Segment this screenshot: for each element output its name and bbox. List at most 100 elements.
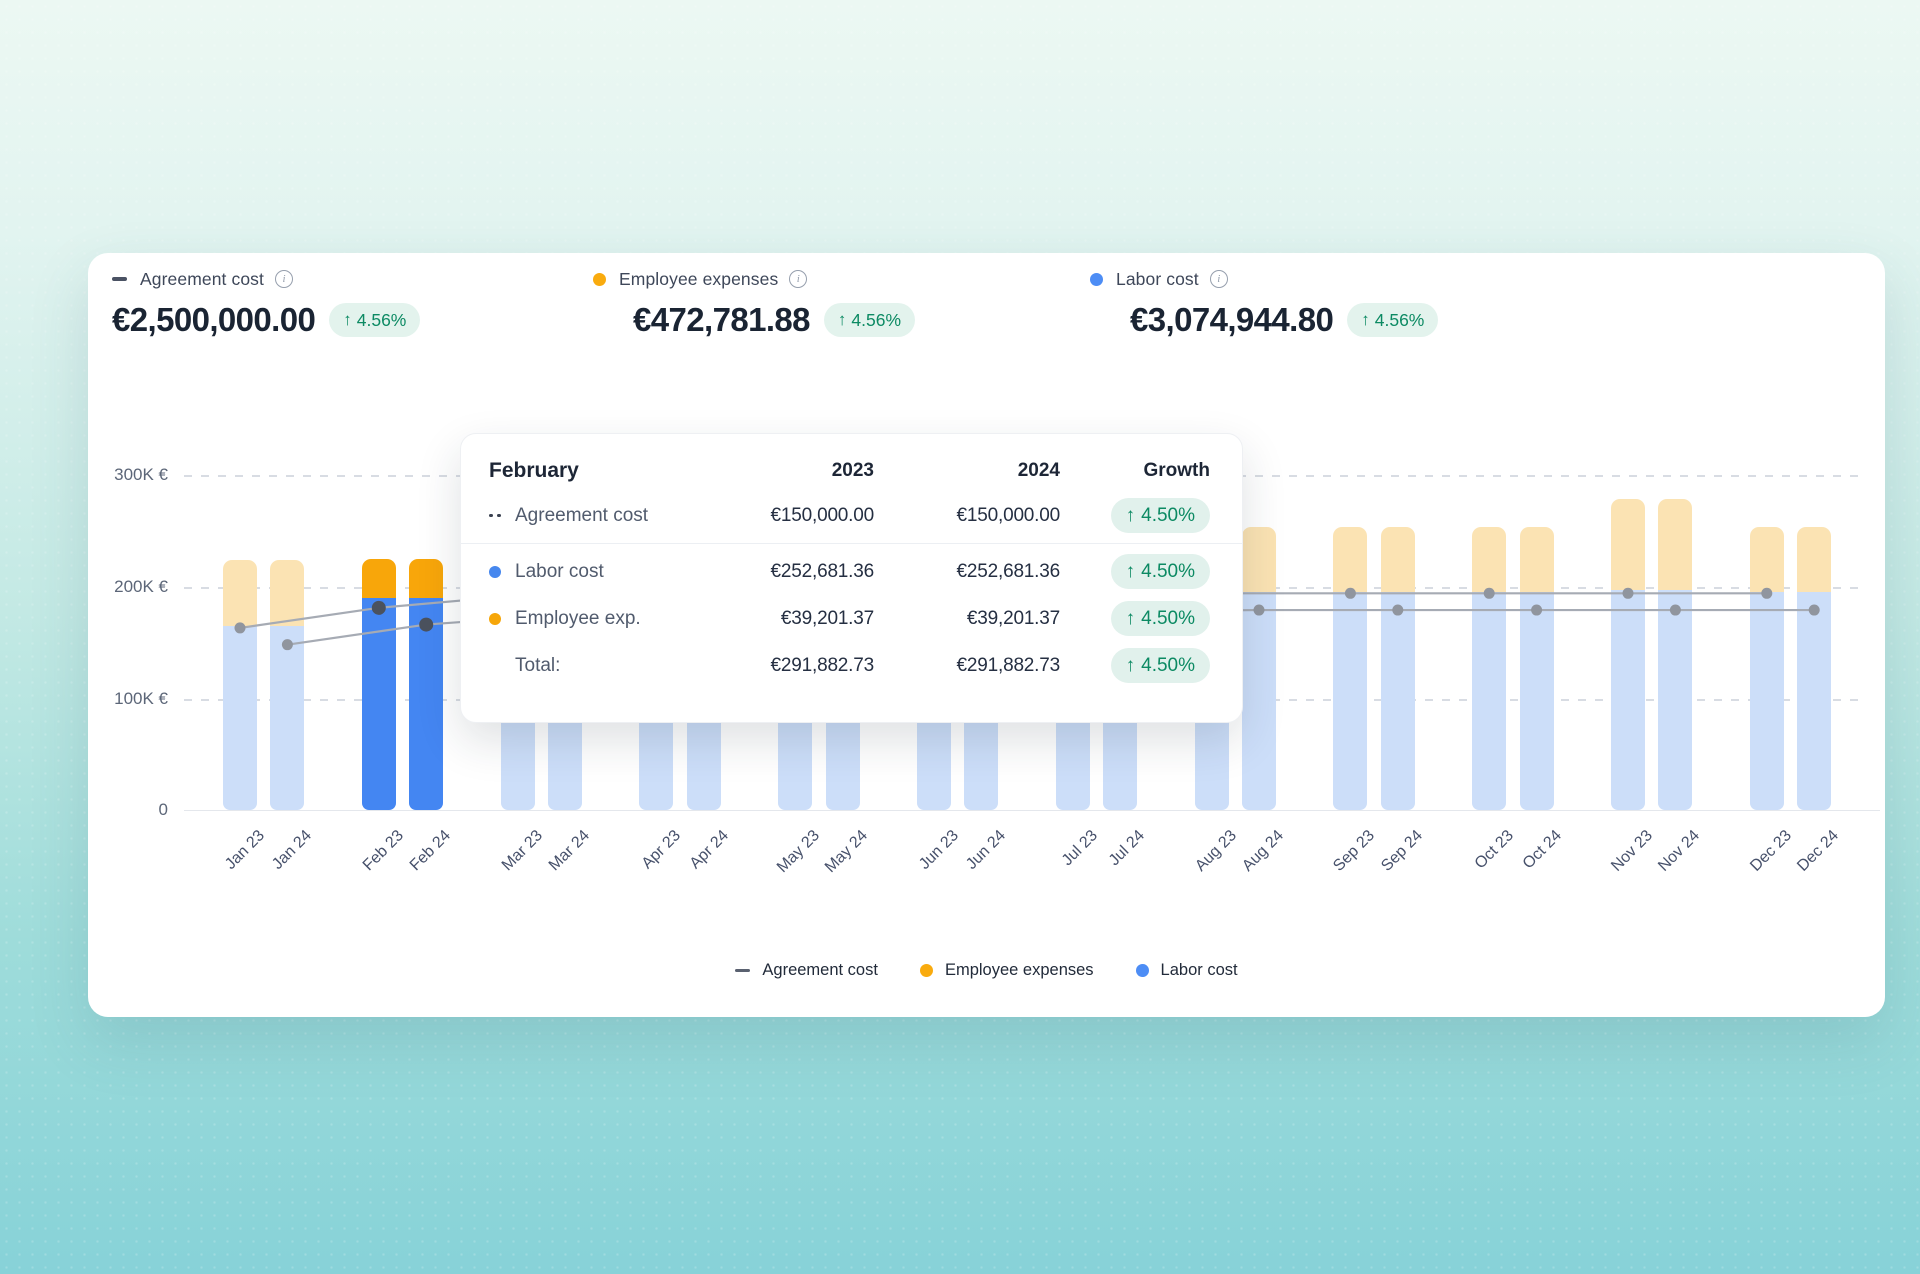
tooltip-row-total: Total: €291,882.73 €291,882.73 ↑ 4.50% <box>489 642 1210 689</box>
dashed-line-icon <box>489 514 501 517</box>
dashboard-card: Agreement cost €2,500,000.00 ↑4.56% Empl… <box>88 253 1885 1017</box>
employee-dot-marker-icon <box>593 272 606 286</box>
agreement-point <box>1761 587 1773 599</box>
employee-expenses-bar-segment <box>409 558 444 598</box>
agreement-point <box>1392 604 1404 616</box>
tooltip-value-2023: €291,882.73 <box>770 654 875 676</box>
agreement-point <box>419 617 434 632</box>
tooltip-row-label: Employee exp. <box>515 607 641 629</box>
y-axis-tick: 0 <box>158 800 168 819</box>
kpi-label: Employee expenses <box>619 268 779 289</box>
growth-badge: ↑ 4.50% <box>1110 498 1210 533</box>
employee-expenses-bar-segment <box>1333 527 1368 593</box>
employee-expenses-bar-segment <box>270 559 305 626</box>
legend-label: Labor cost <box>1160 961 1238 979</box>
growth-value: 4.50% <box>1141 654 1195 676</box>
employee-expenses-bar-segment <box>1797 527 1832 593</box>
labor-cost-bar-segment <box>1611 589 1645 810</box>
agreement-point <box>1344 587 1356 599</box>
tooltip-row-label: Total: <box>515 654 561 676</box>
legend-item-agreement-cost[interactable]: Agreement cost <box>735 961 878 980</box>
labor-cost-bar-segment <box>1242 592 1276 810</box>
agreement-point <box>371 600 386 615</box>
tooltip-row-agreement: Agreement cost €150,000.00 €150,000.00 ↑… <box>489 492 1210 539</box>
kpi-value: €472,781.88 <box>633 301 811 338</box>
labor-cost-bar-segment <box>1333 592 1368 810</box>
labor-dot-marker-icon <box>1135 964 1149 977</box>
up-arrow-icon: ↑ <box>1361 310 1370 329</box>
employee-expenses-bar-segment <box>1472 527 1507 593</box>
growth-value: 4.56% <box>1374 309 1425 330</box>
up-arrow-icon: ↑ <box>837 310 847 329</box>
labor-cost-bar-segment <box>1658 589 1693 810</box>
growth-badge: ↑ 4.56% <box>329 303 421 337</box>
employee-expenses-bar-segment <box>1519 527 1554 593</box>
kpi-labor-cost: Labor cost €3,074,944.80 ↑4.56% <box>1090 267 1439 339</box>
labor-cost-bar-segment <box>1749 592 1784 810</box>
labor-cost-bar-segment <box>1380 592 1415 810</box>
employee-expenses-bar-segment <box>361 558 396 598</box>
labor-cost-bar-segment <box>223 625 257 810</box>
employee-expenses-bar-segment <box>1380 527 1415 593</box>
up-arrow-icon: ↑ <box>343 310 352 329</box>
tooltip-row-label: Agreement cost <box>515 504 649 526</box>
tooltip-col-2023: 2023 <box>831 460 874 481</box>
tooltip-value-2024: €150,000.00 <box>956 504 1061 526</box>
orange-dot-icon <box>489 612 501 625</box>
kpi-value: €2,500,000.00 <box>112 301 316 338</box>
blue-dot-icon <box>489 565 501 578</box>
chart-tooltip: February 2023 2024 Growth Agreement cost… <box>460 433 1243 723</box>
employee-expenses-bar-segment <box>1749 527 1784 593</box>
employee-expenses-bar-segment <box>1658 499 1693 590</box>
tooltip-value-2023: €39,201.37 <box>780 607 874 629</box>
tooltip-value-2024: €291,882.73 <box>956 654 1061 676</box>
kpi-label: Labor cost <box>1116 268 1199 289</box>
up-arrow-icon: ↑ <box>1125 560 1136 582</box>
up-arrow-icon: ↑ <box>1125 504 1136 526</box>
agreement-line-marker-icon <box>735 968 751 973</box>
growth-value: 4.56% <box>851 309 902 330</box>
labor-cost-bar-segment <box>270 625 305 810</box>
labor-cost-bar-segment <box>409 597 444 810</box>
x-axis-line <box>184 810 1880 811</box>
up-arrow-icon: ↑ <box>1125 654 1136 676</box>
tooltip-row-label: Labor cost <box>515 560 604 582</box>
agreement-point <box>1483 587 1495 599</box>
y-axis-tick: 200K € <box>114 577 168 596</box>
chart-legend: Agreement cost Employee expenses Labor c… <box>88 961 1885 980</box>
up-arrow-icon: ↑ <box>1125 607 1136 629</box>
employee-dot-marker-icon <box>919 964 933 977</box>
tooltip-divider <box>461 543 1242 544</box>
kpi-label: Agreement cost <box>140 268 264 289</box>
legend-item-employee-expenses[interactable]: Employee expenses <box>919 961 1094 980</box>
info-icon[interactable] <box>274 270 293 288</box>
tooltip-value-2024: €252,681.36 <box>956 560 1061 582</box>
growth-badge: ↑ 4.50% <box>1110 648 1210 683</box>
kpi-value: €3,074,944.80 <box>1130 301 1334 338</box>
tooltip-value-2023: €150,000.00 <box>770 504 875 526</box>
legend-label: Employee expenses <box>944 961 1094 979</box>
employee-expenses-bar-segment <box>1242 527 1276 593</box>
labor-dot-marker-icon <box>1090 272 1103 286</box>
kpi-agreement-cost: Agreement cost €2,500,000.00 ↑4.56% <box>112 267 421 339</box>
tooltip-value-2024: €39,201.37 <box>966 607 1060 629</box>
employee-expenses-bar-segment <box>223 559 257 626</box>
agreement-point <box>1253 604 1265 616</box>
employee-expenses-bar-segment <box>1611 499 1645 590</box>
tooltip-row-employee: Employee exp. €39,201.37 €39,201.37 ↑ 4.5… <box>489 595 1210 642</box>
legend-item-labor-cost[interactable]: Labor cost <box>1135 961 1238 980</box>
agreement-point <box>234 622 246 634</box>
info-icon[interactable] <box>1209 270 1228 288</box>
y-axis-tick: 300K € <box>114 465 168 484</box>
agreement-point <box>281 639 293 651</box>
info-icon[interactable] <box>789 270 808 288</box>
agreement-point <box>1669 604 1681 616</box>
legend-label: Agreement cost <box>762 961 878 979</box>
tooltip-value-2023: €252,681.36 <box>770 560 875 582</box>
agreement-line-marker-icon <box>112 277 127 281</box>
agreement-point <box>1531 604 1543 616</box>
y-axis-tick: 100K € <box>114 689 168 708</box>
labor-cost-bar-segment <box>1519 592 1554 810</box>
tooltip-col-growth: Growth <box>1143 460 1211 481</box>
tooltip-col-2024: 2024 <box>1017 460 1060 481</box>
